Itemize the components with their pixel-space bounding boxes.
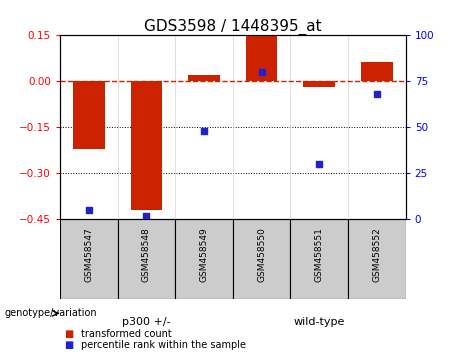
Bar	[233, 219, 290, 299]
Text: percentile rank within the sample: percentile rank within the sample	[81, 340, 246, 350]
Text: GSM458550: GSM458550	[257, 227, 266, 282]
Text: GSM458547: GSM458547	[84, 227, 93, 282]
Text: wild-type: wild-type	[294, 317, 345, 327]
Title: GDS3598 / 1448395_at: GDS3598 / 1448395_at	[144, 19, 322, 35]
Point	[200, 128, 207, 134]
Bar	[188, 75, 220, 81]
Text: genotype/variation: genotype/variation	[5, 308, 97, 318]
Bar	[73, 81, 105, 149]
Bar	[303, 81, 335, 87]
Text: transformed count: transformed count	[81, 329, 171, 339]
Text: GSM458552: GSM458552	[372, 227, 381, 282]
Bar	[60, 219, 118, 299]
Bar	[118, 219, 175, 299]
Bar	[175, 219, 233, 299]
Text: GSM458548: GSM458548	[142, 227, 151, 282]
Point	[142, 213, 150, 219]
Point	[258, 69, 266, 75]
Bar	[290, 219, 348, 299]
Text: ■: ■	[65, 340, 74, 350]
Bar	[361, 62, 393, 81]
Text: GSM458549: GSM458549	[200, 227, 208, 282]
Point	[373, 91, 381, 97]
Text: p300 +/-: p300 +/-	[122, 317, 171, 327]
Text: ■: ■	[65, 329, 74, 339]
Point	[315, 161, 323, 167]
Bar	[348, 219, 406, 299]
Text: GSM458551: GSM458551	[315, 227, 324, 282]
Bar	[246, 36, 278, 81]
Point	[85, 207, 92, 213]
Bar	[130, 81, 162, 210]
